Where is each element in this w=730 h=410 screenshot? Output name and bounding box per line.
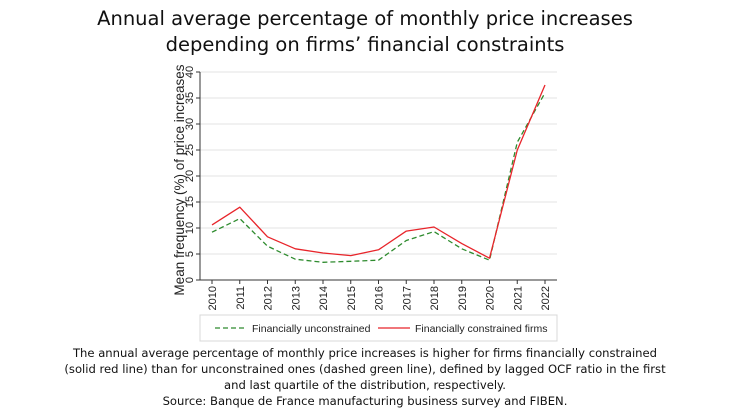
x-tick-label: 2016 xyxy=(374,286,386,310)
y-tick-label: 25 xyxy=(184,144,196,156)
y-tick-label: 10 xyxy=(184,222,196,234)
legend-label-unconstrained: Financially unconstrained xyxy=(252,323,371,335)
x-tick-label: 2011 xyxy=(235,286,247,310)
series-layer xyxy=(211,84,546,263)
chart-title: Annual average percentage of monthly pri… xyxy=(0,6,730,58)
x-tick-label: 2015 xyxy=(346,286,358,310)
chart-caption: The annual average percentage of monthly… xyxy=(0,345,730,409)
x-tick-label: 2012 xyxy=(263,286,275,310)
x-tick-label: 2021 xyxy=(512,286,524,310)
y-tick-label: 0 xyxy=(184,277,196,283)
title-line-2: depending on firms’ financial constraint… xyxy=(165,33,565,56)
y-tick-label: 35 xyxy=(184,92,196,104)
y-tick-label: 30 xyxy=(184,118,196,130)
x-tick-label: 2020 xyxy=(485,286,497,310)
y-tick-label: 20 xyxy=(184,170,196,182)
x-tick-label: 2013 xyxy=(290,286,302,310)
x-tick-label: 2018 xyxy=(429,286,441,310)
legend-layer: Financially unconstrained Financially con… xyxy=(199,314,558,342)
x-tick-label: 2010 xyxy=(207,286,219,310)
x-tick-label: 2017 xyxy=(401,286,413,310)
x-tick-label: 2019 xyxy=(457,286,469,310)
caption-line-2: (solid red line) than for unconstrained … xyxy=(64,362,666,376)
axis-layer: 0 5 10 15 20 25 30 35 40 2010 2011 2012 2013 2014 2015… xyxy=(172,64,557,310)
y-tick-label: 15 xyxy=(184,196,196,208)
series-line-constrained xyxy=(211,84,546,259)
x-tick-label: 2022 xyxy=(540,286,552,310)
y-axis-title: Mean frequency (%) of price increases xyxy=(172,64,187,295)
caption-source: Source: Banque de France manufacturing b… xyxy=(162,394,568,408)
line-chart: 0 5 10 15 20 25 30 35 40 2010 2011 2012 2013 2014 2015… xyxy=(172,64,558,342)
grid-layer xyxy=(200,71,557,255)
legend-label-constrained: Financially constrained firms xyxy=(415,323,547,335)
series-line-unconstrained xyxy=(211,92,546,263)
x-tick-label: 2014 xyxy=(318,286,330,310)
y-tick-label: 40 xyxy=(184,66,196,78)
title-line-1: Annual average percentage of monthly pri… xyxy=(97,7,633,30)
y-tick-label: 5 xyxy=(184,251,196,257)
caption-line-1: The annual average percentage of monthly… xyxy=(72,346,658,360)
caption-line-3: and last quartile of the distribution, r… xyxy=(224,378,506,392)
